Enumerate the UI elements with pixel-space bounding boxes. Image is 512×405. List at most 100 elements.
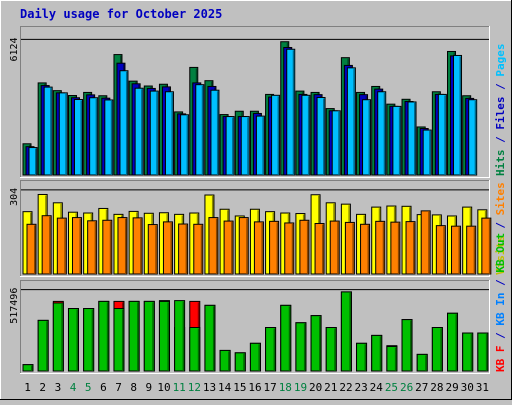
x-tick-label-15: 15	[233, 381, 246, 394]
bar-shade-visits-sites-23	[367, 225, 370, 274]
x-tick-label-31: 31	[476, 381, 489, 394]
bar-shade-hits-pages-13	[216, 91, 219, 175]
bar-shade-visits-sites-18	[291, 223, 294, 274]
bar-kbytes-kb-out-20	[310, 315, 322, 372]
bar-visits-sites-28	[435, 225, 446, 275]
bar-shade-kbytes-kb-out-14	[228, 351, 230, 371]
bar-shade-kbytes-kb-out-9	[152, 302, 154, 371]
bar-kbytes-kb-out-3	[52, 302, 64, 372]
bar-hits-pages-6	[104, 99, 114, 176]
bar-shade-hits-pages-22	[353, 68, 355, 175]
bar-shade-hits-pages-10	[171, 92, 173, 175]
bar-kbytes-kb-out-29	[447, 312, 459, 372]
bar-visits-sites-14	[223, 220, 234, 275]
legend-kbytes-item-0: KB F	[494, 346, 507, 373]
legend-hits-item-3: /	[494, 83, 507, 97]
bar-shade-visits-sites-17	[276, 222, 279, 274]
bar-hits-pages-25	[392, 105, 402, 176]
bar-hits-pages-30	[468, 99, 478, 176]
bar-visits-sites-21	[329, 220, 340, 275]
panel-visits-legend: Visits / Sites	[494, 182, 507, 275]
bar-shade-kbytes-kb-out-20	[319, 316, 321, 371]
bar-shade-visits-sites-30	[473, 227, 476, 274]
bar-visits-sites-8	[132, 217, 143, 275]
x-tick-label-11: 11	[173, 381, 186, 394]
bar-shade-kbytes-kb-out-6	[106, 302, 109, 371]
bar-shade-visits-sites-19	[306, 221, 309, 274]
panel-kbytes-max-label: 517496	[9, 288, 20, 324]
bar-shade-kbytes-kb-out-16	[258, 344, 260, 371]
bar-visits-sites-12	[193, 223, 204, 275]
bar-shade-visits-sites-3	[64, 219, 66, 274]
x-tick-label-5: 5	[85, 381, 92, 394]
x-tick-label-29: 29	[445, 381, 458, 394]
bar-shade-kbytes-kb-out-8	[137, 302, 139, 371]
bar-shade-kbytes-kb-out-21	[334, 328, 336, 371]
bar-shade-visits-sites-9	[155, 225, 157, 274]
bar-visits-sites-22	[344, 221, 355, 275]
bar-kbytes-kb-out-23	[356, 342, 368, 372]
bar-kbytes-kb-out-9	[143, 300, 155, 372]
bar-hits-pages-21	[331, 110, 341, 176]
legend-hits-item-1: /	[494, 136, 507, 150]
bar-visits-sites-25	[390, 221, 401, 275]
bar-shade-visits-sites-29	[458, 227, 461, 274]
bar-shade-hits-pages-23	[368, 100, 371, 175]
panel-hits-legend: Hits / Files / Pages	[494, 44, 507, 177]
bar-shade-kbytes-kb-out-12	[197, 328, 200, 371]
bar-shade-visits-sites-21	[337, 222, 339, 274]
bar-kbytes-kb-out-31	[477, 332, 489, 372]
legend-kbytes-item-4: KB Out	[494, 233, 507, 279]
bar-shade-hits-pages-11	[186, 115, 189, 175]
bar-shade-visits-sites-31	[488, 219, 491, 274]
bar-visits-sites-16	[253, 221, 264, 275]
bar-shade-visits-sites-28	[443, 226, 445, 274]
bar-kbytes-kb-out-5	[83, 308, 95, 372]
bar-shade-kbytes-kb-out-7	[121, 309, 124, 371]
bar-kbytes-kb-out-14	[219, 349, 231, 372]
x-tick-label-7: 7	[115, 381, 122, 394]
bar-shade-visits-sites-10	[170, 222, 172, 274]
x-tick-label-21: 21	[324, 381, 337, 394]
panel-hits: 6124 Hits / Files / Pages	[9, 26, 507, 178]
bar-shade-visits-sites-14	[231, 222, 233, 274]
bar-visits-sites-23	[360, 223, 371, 275]
x-tick-label-4: 4	[70, 381, 77, 394]
bar-shade-kbytes-kb-out-29	[455, 314, 458, 371]
legend-hits-item-2: Files	[494, 97, 507, 137]
bar-shade-hits-pages-19	[307, 96, 310, 175]
bar-hits-pages-16	[255, 115, 265, 176]
x-tick-label-16: 16	[248, 381, 261, 394]
bar-shade-visits-sites-2	[49, 216, 51, 274]
bar-shade-visits-sites-8	[140, 218, 142, 274]
bar-shade-kbytes-kb-out-4	[76, 309, 78, 371]
bar-hits-pages-2	[43, 86, 53, 176]
legend-hits-item-0: Hits	[494, 150, 507, 177]
bar-kbytes-kb-out-22	[340, 291, 352, 372]
bar-hits-pages-23	[362, 99, 372, 176]
panel-kbytes: 517496 KB F / KB In / KB Out	[9, 233, 507, 374]
bar-shade-hits-pages-27	[429, 131, 431, 175]
bar-shade-hits-pages-9	[156, 92, 158, 175]
bar-hits-pages-8	[134, 87, 144, 176]
bar-visits-sites-17	[269, 220, 280, 275]
bar-shade-hits-pages-16	[262, 117, 264, 175]
bar-kbytes-kb-out-17	[265, 327, 277, 372]
bar-shade-kbytes-kb-out-17	[273, 328, 276, 371]
bar-shade-kbytes-kb-out-18	[288, 306, 291, 371]
bar-shade-visits-sites-24	[382, 222, 385, 274]
x-tick-label-22: 22	[339, 381, 352, 394]
bar-kbytes-kb-out-15	[234, 352, 246, 372]
bar-shade-visits-sites-20	[322, 224, 324, 274]
bar-hits-pages-24	[377, 91, 387, 176]
bar-visits-sites-24	[375, 220, 386, 275]
bar-shade-visits-sites-12	[200, 225, 203, 274]
x-tick-label-30: 30	[461, 381, 474, 394]
bar-visits-sites-13	[208, 217, 219, 275]
bar-shade-visits-sites-4	[79, 218, 81, 274]
x-tick-label-27: 27	[415, 381, 428, 394]
x-tick-label-13: 13	[203, 381, 216, 394]
bar-shade-visits-sites-16	[261, 222, 263, 274]
bar-visits-sites-15	[238, 217, 249, 275]
bar-shade-hits-pages-29	[459, 56, 462, 175]
